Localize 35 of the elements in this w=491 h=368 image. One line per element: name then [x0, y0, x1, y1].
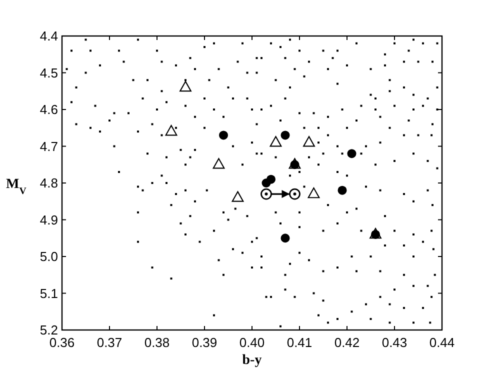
point: [289, 188, 300, 200]
x-tick-label: 0.36: [49, 335, 75, 350]
x-tick-label: 0.44: [429, 335, 455, 350]
point: [303, 136, 315, 147]
y-tick-label: 4.8: [40, 176, 58, 191]
point: [308, 187, 320, 198]
y-tick-label: 4.4: [40, 28, 58, 44]
x-tick-label: 0.42: [334, 335, 360, 350]
point: [165, 125, 178, 136]
point: [347, 149, 356, 158]
point: [270, 136, 282, 147]
x-tick-label: 0.39: [192, 335, 218, 350]
x-tick-label: 0.37: [96, 335, 122, 350]
point: [232, 191, 244, 202]
x-tick-label: 0.43: [382, 335, 408, 350]
point: [260, 188, 272, 200]
point: [280, 130, 290, 140]
y-axis-title: M$_{V}$: [6, 177, 26, 196]
point: [338, 186, 347, 195]
y-tick-label: 4.7: [40, 138, 58, 154]
y-tick-label: 4.9: [40, 212, 58, 228]
y-tick-label: 5.2: [40, 322, 58, 338]
y-tick-label: 5.0: [40, 249, 58, 264]
x-tick-label: 0.38: [144, 335, 170, 350]
y-tick-label: 4.6: [40, 102, 58, 118]
x-axis-title: b-y: [242, 353, 262, 368]
point: [212, 158, 225, 169]
x-tick-label: 0.41: [286, 335, 312, 350]
point: [262, 178, 271, 188]
x-tick-label: 0.40: [239, 335, 265, 350]
point: [280, 234, 290, 243]
y-tick-label: 4.5: [40, 65, 58, 80]
point: [180, 80, 192, 92]
point: [219, 130, 228, 140]
y-tick-label: 5.1: [40, 286, 58, 301]
